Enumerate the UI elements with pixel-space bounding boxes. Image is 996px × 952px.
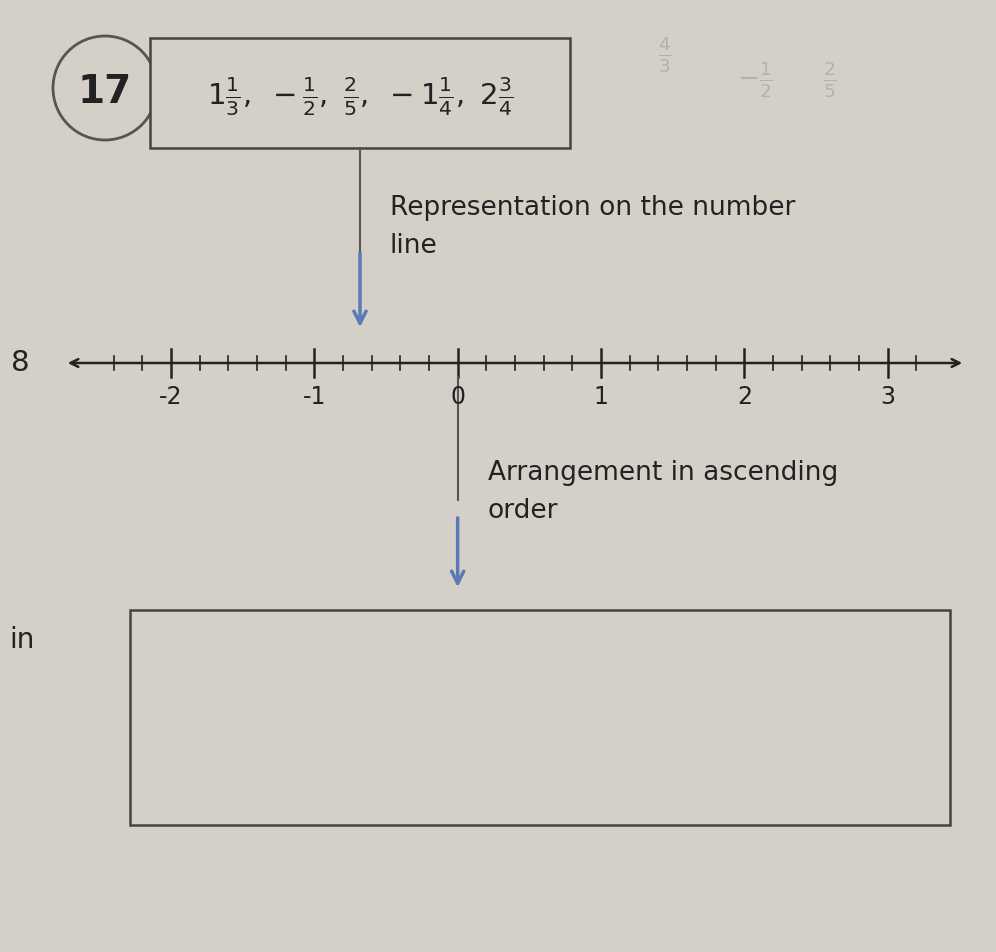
Text: line: line bbox=[390, 233, 438, 259]
Text: in: in bbox=[9, 626, 35, 654]
Text: 3: 3 bbox=[880, 385, 895, 409]
FancyBboxPatch shape bbox=[130, 610, 950, 825]
Text: 0: 0 bbox=[450, 385, 465, 409]
Text: 17: 17 bbox=[78, 73, 132, 111]
Text: 1: 1 bbox=[594, 385, 609, 409]
Text: Representation on the number: Representation on the number bbox=[390, 195, 796, 221]
Text: $\frac{4}{3}$: $\frac{4}{3}$ bbox=[658, 35, 672, 75]
Text: order: order bbox=[488, 498, 558, 524]
Text: -1: -1 bbox=[303, 385, 326, 409]
Text: 8: 8 bbox=[11, 349, 29, 377]
Text: $1\frac{1}{3},\ -\frac{1}{2},\ \frac{2}{5},\ -1\frac{1}{4},\ 2\frac{3}{4}$: $1\frac{1}{3},\ -\frac{1}{2},\ \frac{2}{… bbox=[207, 76, 513, 118]
Text: 2: 2 bbox=[737, 385, 752, 409]
FancyBboxPatch shape bbox=[150, 38, 570, 148]
Text: Arrangement in ascending: Arrangement in ascending bbox=[488, 460, 838, 486]
Text: -2: -2 bbox=[159, 385, 182, 409]
Text: $-\frac{1}{2}$: $-\frac{1}{2}$ bbox=[737, 60, 773, 100]
Text: $\frac{2}{5}$: $\frac{2}{5}$ bbox=[823, 60, 837, 100]
